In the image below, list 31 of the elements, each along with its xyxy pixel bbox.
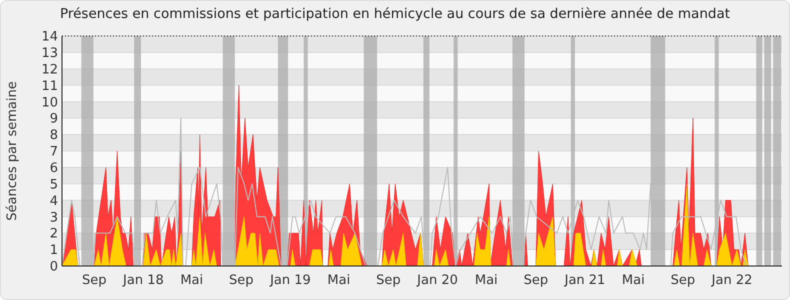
y-tick-label: 3 — [50, 210, 58, 226]
x-tick-label: Mai — [327, 273, 350, 288]
y-tick-label: 5 — [50, 177, 58, 192]
y-tick-label: 4 — [50, 194, 58, 209]
x-tick-label: Mai — [622, 273, 645, 288]
x-tick-label: Jan 18 — [122, 273, 164, 288]
y-tick-label: 10 — [41, 95, 58, 110]
y-tick-label: 7 — [50, 144, 58, 160]
y-tick-label: 14 — [41, 30, 58, 45]
y-tick-label: 9 — [50, 112, 58, 127]
x-tick-label: Jan 21 — [564, 273, 606, 288]
x-tick-label: Mai — [474, 273, 498, 288]
y-tick-label: 8 — [50, 128, 58, 144]
x-tick-label: Sep — [524, 273, 548, 288]
x-tick-label: Mai — [180, 273, 204, 288]
y-tick-label: 0 — [50, 260, 58, 275]
y-tick-label: 2 — [50, 226, 58, 242]
chart-title: Présences en commissions et participation en hémicycle au cours de sa dernière année de mandat — [60, 6, 730, 22]
x-tick-label: Jan 22 — [710, 273, 752, 288]
y-tick-label: 6 — [50, 160, 58, 176]
x-tick-label: Sep — [82, 273, 106, 288]
x-tick-label: Sep — [670, 273, 696, 288]
y-tick-label: 13 — [41, 46, 58, 61]
y-tick-label: 1 — [50, 243, 58, 258]
x-tick-label: Sep — [229, 273, 254, 288]
x-tick-label: Jan 19 — [269, 273, 311, 288]
x-tick-label: Sep — [376, 273, 401, 288]
y-axis-title: Séances par semaine — [5, 81, 20, 221]
y-tick-label: 12 — [41, 62, 58, 78]
x-tick-label: Jan 20 — [416, 273, 458, 288]
y-tick-label: 11 — [41, 78, 58, 94]
